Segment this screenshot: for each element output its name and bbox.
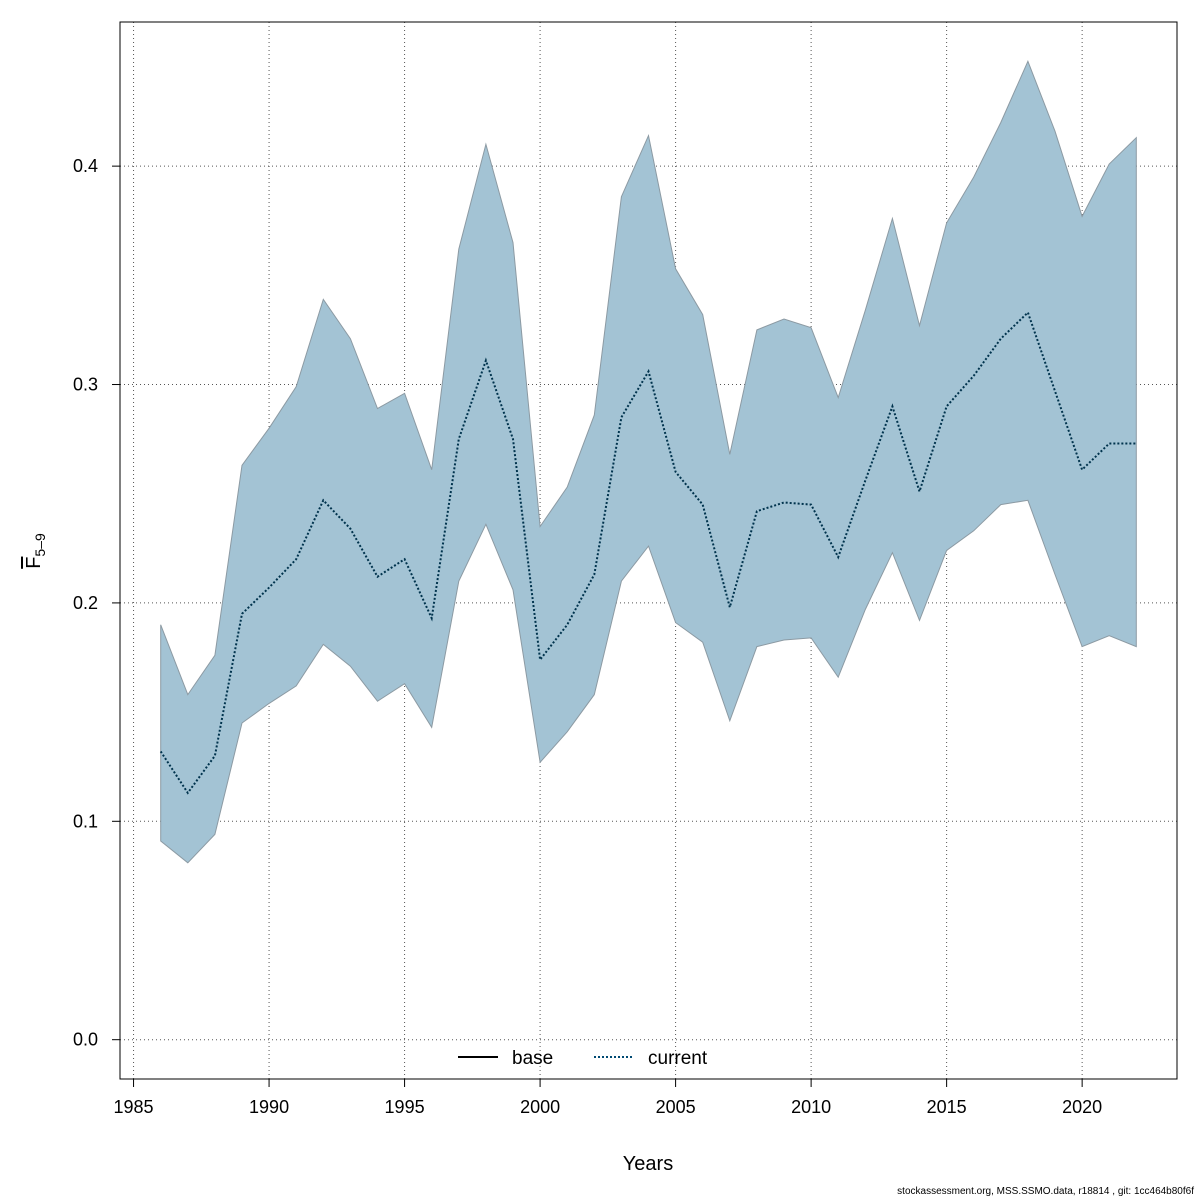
y-tick-label-0: 0.0 — [73, 1030, 98, 1050]
x-tick-label-1985: 1985 — [114, 1097, 154, 1117]
y-axis: 0.0 0.1 0.2 0.3 0.4 — [73, 156, 121, 1050]
confidence-band — [160, 59, 1137, 864]
series-lines — [159, 310, 1137, 795]
legend-label-current: current — [648, 1048, 708, 1069]
confidence-band-area — [160, 59, 1137, 864]
y-tick-label-0.3: 0.3 — [73, 375, 98, 395]
y-axis-title-main: F — [23, 557, 45, 569]
footer-credit: stockassessment.org, MSS.SSMO.data, r188… — [897, 1186, 1194, 1197]
x-axis-title: Years — [623, 1153, 673, 1175]
series-line-current — [159, 310, 1137, 795]
svg-text:F5–9: F5–9 — [23, 533, 48, 569]
legend-label-base: base — [512, 1048, 553, 1069]
x-tick-label-1990: 1990 — [249, 1097, 289, 1117]
x-axis: 1985 1990 1995 2000 2005 2010 2015 2020 — [114, 1078, 1102, 1117]
x-tick-label-1995: 1995 — [385, 1097, 425, 1117]
x-tick-label-2010: 2010 — [791, 1097, 831, 1117]
y-tick-label-0.4: 0.4 — [73, 156, 98, 176]
x-tick-label-2000: 2000 — [520, 1097, 560, 1117]
x-tick-label-2015: 2015 — [927, 1097, 967, 1117]
x-tick-label-2005: 2005 — [656, 1097, 696, 1117]
legend: base current — [458, 1048, 708, 1069]
x-tick-label-2020: 2020 — [1062, 1097, 1102, 1117]
y-axis-title-sub: 5–9 — [32, 533, 48, 557]
y-tick-label-0.1: 0.1 — [73, 811, 98, 831]
y-tick-label-0.2: 0.2 — [73, 593, 98, 613]
y-axis-title: F5–9 — [23, 533, 48, 569]
